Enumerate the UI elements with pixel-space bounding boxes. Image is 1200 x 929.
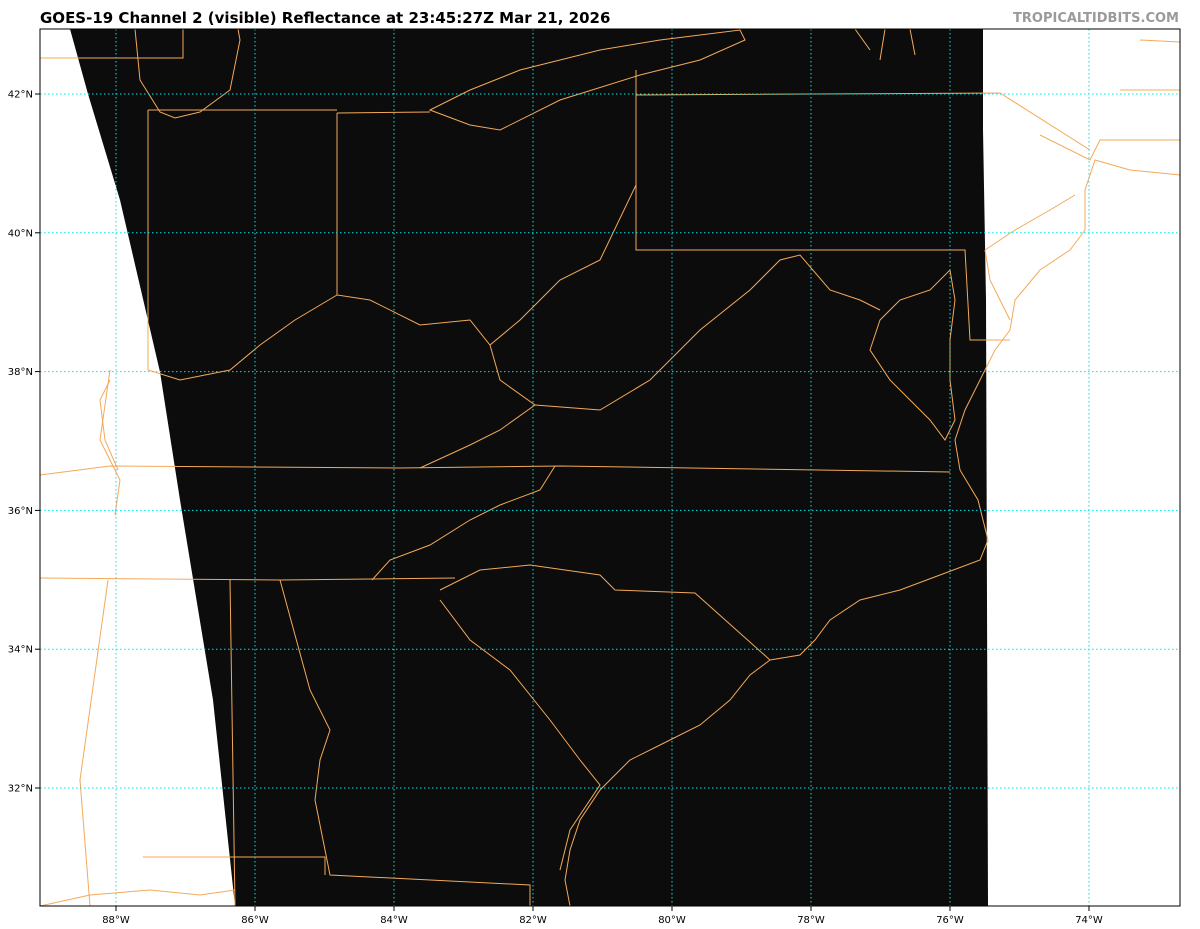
kentucky-wv-border (419, 344, 536, 469)
lat-label: 40°N (8, 228, 33, 239)
pa-border (635, 70, 1010, 341)
alabama-ga-border (279, 579, 531, 906)
lon-label: 76°W (936, 915, 964, 926)
map-frame (39, 28, 1181, 907)
ny-ct-border (1039, 39, 1180, 161)
tn-nc-border (371, 465, 556, 581)
satellite-imagery-swath (70, 29, 988, 906)
florida-border (143, 856, 326, 875)
atlantic-coastline (769, 159, 1180, 661)
lake-michigan-shoreline (134, 29, 241, 119)
ontario-shoreline (854, 29, 916, 61)
lon-label: 88°W (102, 915, 130, 926)
lon-label: 78°W (797, 915, 825, 926)
nj-ny-coast (984, 194, 1076, 321)
chesapeake-bay (869, 268, 956, 441)
lon-label: 74°W (1075, 915, 1103, 926)
watermark: TROPICALTIDBITS.COM (1013, 11, 1179, 26)
lat-label: 34°N (8, 645, 33, 656)
lat-label: 36°N (8, 506, 33, 517)
ga-sc-border (439, 599, 601, 871)
mississippi-river (99, 379, 119, 471)
lon-label: 80°W (658, 915, 686, 926)
map-title: GOES-19 Channel 2 (visible) Reflectance … (40, 9, 611, 27)
lat-label: 38°N (8, 367, 33, 378)
alabama-ms-border (79, 579, 236, 906)
gulf-coastline (40, 889, 236, 906)
southeast-coastline (564, 659, 771, 906)
wv-va-border (534, 254, 881, 411)
lat-label: 42°N (8, 90, 33, 101)
lake-erie-shoreline (428, 29, 746, 131)
lat-label: 32°N (8, 784, 33, 795)
kentucky-tn-border (40, 465, 951, 476)
lon-label: 82°W (519, 915, 547, 926)
indiana-border (147, 109, 338, 381)
lon-label: 84°W (380, 915, 408, 926)
axis-ticks: 88°W 86°W 84°W 82°W 80°W 78°W 76°W 74°W 42°N 40°N… (8, 90, 1103, 927)
lon-label: 86°W (241, 915, 269, 926)
nc-sc-border (439, 564, 771, 661)
illinois-border (40, 29, 184, 516)
